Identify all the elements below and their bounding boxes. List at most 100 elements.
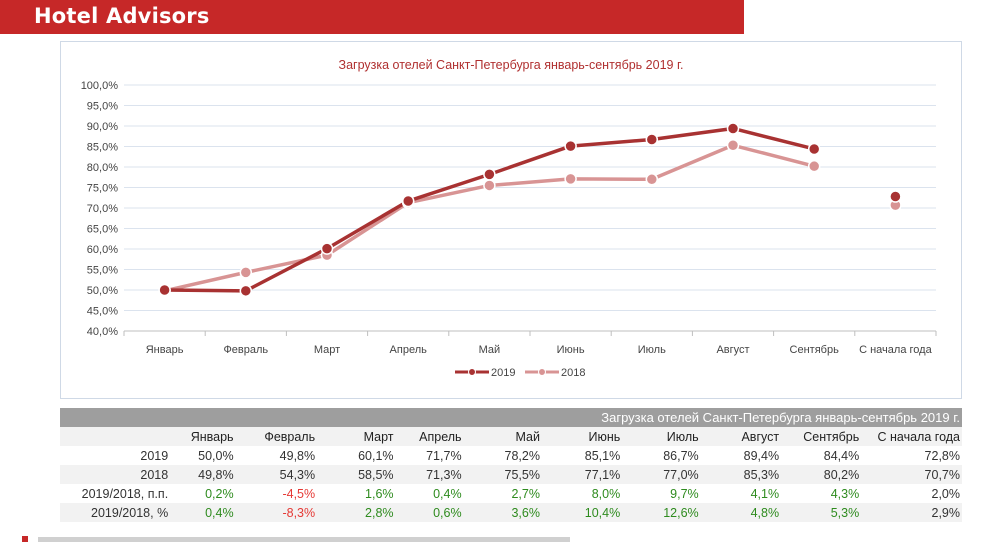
y-tick-label: 95,0% — [87, 101, 118, 113]
table-cell: 0,4% — [182, 503, 236, 522]
table-cell: 4,3% — [781, 484, 862, 503]
legend-marker-2018 — [538, 368, 546, 376]
column-header: Февраль — [235, 427, 318, 446]
table-title: Загрузка отелей Санкт-Петербурга январь-… — [60, 408, 962, 427]
table-cell: 12,6% — [622, 503, 701, 522]
brand-title: Hotel Advisors — [34, 4, 210, 28]
occupancy-table: Загрузка отелей Санкт-Петербурга январь-… — [60, 408, 962, 522]
chart-panel: Загрузка отелей Санкт-Петербурга январь-… — [60, 41, 962, 399]
table-cell: 75,5% — [463, 465, 542, 484]
table-cell: 49,8% — [235, 446, 318, 465]
column-header: Март — [317, 427, 396, 446]
x-tick-label: Январь — [146, 344, 184, 356]
x-tick-label: Май — [479, 344, 501, 356]
table-cell: 5,3% — [781, 503, 862, 522]
table-cell: 58,5% — [317, 465, 396, 484]
table-cell: 0,6% — [395, 503, 464, 522]
row-label: 2018 — [60, 465, 183, 484]
y-tick-label: 50,0% — [87, 285, 118, 297]
x-tick-label: Июнь — [557, 344, 585, 356]
column-header: Июнь — [541, 427, 623, 446]
legend-marker-2019 — [468, 368, 476, 376]
table-cell: 77,1% — [541, 465, 623, 484]
table-cell: 89,4% — [700, 446, 782, 465]
data-point-2019 — [158, 283, 171, 297]
table-row: 2019 50,0% 49,8% 60,1% 71,7% 78,2% 85,1% 86,7% 8… — [60, 446, 962, 465]
table-cell: 0,4% — [395, 484, 464, 503]
data-point-2018 — [807, 159, 821, 173]
table-cell: 2,0% — [861, 484, 962, 503]
table-cell: 49,8% — [182, 465, 236, 484]
data-point-2018 — [483, 179, 496, 192]
table-cell: 0,2% — [182, 484, 236, 503]
x-tick-label: Август — [716, 344, 749, 356]
y-tick-label: 75,0% — [87, 183, 118, 195]
column-header: Сентябрь — [781, 427, 862, 446]
column-header: Август — [700, 427, 782, 446]
y-tick-label: 45,0% — [87, 306, 118, 318]
data-point-2019 — [401, 194, 415, 208]
table-cell: 4,1% — [700, 484, 782, 503]
table-cell: 4,8% — [700, 503, 782, 522]
y-tick-label: 55,0% — [87, 265, 118, 277]
legend-label-2018: 2018 — [561, 367, 585, 379]
x-tick-label: С начала года — [859, 344, 932, 356]
x-tick-label: Сентябрь — [790, 344, 840, 356]
data-point-2019 — [320, 242, 334, 255]
header-bar: Hotel Advisors — [0, 0, 744, 34]
data-point-2019 — [645, 133, 659, 146]
y-tick-label: 85,0% — [87, 142, 118, 154]
row-label: 2019 — [60, 446, 183, 465]
table-cell: 10,4% — [541, 503, 623, 522]
y-tick-label: 65,0% — [87, 224, 118, 236]
table-cell: 86,7% — [622, 446, 701, 465]
table-cell: 78,2% — [463, 446, 542, 465]
data-point-2019 — [726, 122, 740, 135]
data-point-2018 — [645, 173, 659, 186]
data-point-2019 — [807, 142, 821, 156]
data-point-2019 — [564, 139, 577, 153]
data-point-2019 — [889, 190, 902, 203]
table-cell: 2,8% — [317, 503, 396, 522]
table-row: 2018 49,8% 54,3% 58,5% 71,3% 75,5% 77,1% 77,0% 8… — [60, 465, 962, 484]
table-cell: 70,7% — [861, 465, 962, 484]
column-header: Апрель — [395, 427, 464, 446]
table-cell: 2,7% — [463, 484, 542, 503]
table-cell: 3,6% — [463, 503, 542, 522]
x-tick-label: Март — [314, 344, 340, 356]
y-tick-label: 80,0% — [87, 162, 118, 174]
table-cell: 50,0% — [182, 446, 236, 465]
table-cell: 9,7% — [622, 484, 701, 503]
table-cell: 8,0% — [541, 484, 623, 503]
x-tick-label: Июль — [638, 344, 666, 356]
data-point-2019 — [483, 168, 496, 181]
column-header: Январь — [182, 427, 236, 446]
occupancy-line-chart: Загрузка отелей Санкт-Петербурга январь-… — [81, 58, 937, 379]
table-cell: 85,1% — [541, 446, 623, 465]
y-tick-label: 90,0% — [87, 121, 118, 133]
table-cell: 71,7% — [395, 446, 464, 465]
table-cell: 1,6% — [317, 484, 396, 503]
footer-divider — [38, 537, 570, 542]
y-tick-label: 40,0% — [87, 326, 118, 338]
legend-label-2019: 2019 — [491, 367, 515, 379]
table-row: 2019/2018, п.п. 0,2% -4,5% 1,6% 0,4% 2,7% 8,0%… — [60, 484, 962, 503]
y-tick-label: 60,0% — [87, 244, 118, 256]
chart-title: Загрузка отелей Санкт-Петербурга январь-… — [339, 58, 684, 72]
table-row: 2019/2018, % 0,4% -8,3% 2,8% 0,6% 3,6% 10,4% 12… — [60, 503, 962, 522]
table-cell: 80,2% — [781, 465, 862, 484]
table-title-row: Загрузка отелей Санкт-Петербурга январь-… — [60, 408, 962, 427]
y-tick-label: 70,0% — [87, 203, 118, 215]
row-label: 2019/2018, % — [60, 503, 183, 522]
data-point-2018 — [564, 172, 577, 186]
x-tick-label: Февраль — [223, 344, 268, 356]
table-cell: 85,3% — [700, 465, 782, 484]
data-point-2018 — [239, 266, 253, 279]
table-cell: 54,3% — [235, 465, 318, 484]
row-label: 2019/2018, п.п. — [60, 484, 183, 503]
table-cell: 77,0% — [622, 465, 701, 484]
header-corner-cell — [60, 427, 183, 446]
footer-accent-square — [22, 536, 28, 542]
table-cell: 2,9% — [861, 503, 962, 522]
table-cell: -4,5% — [235, 484, 318, 503]
